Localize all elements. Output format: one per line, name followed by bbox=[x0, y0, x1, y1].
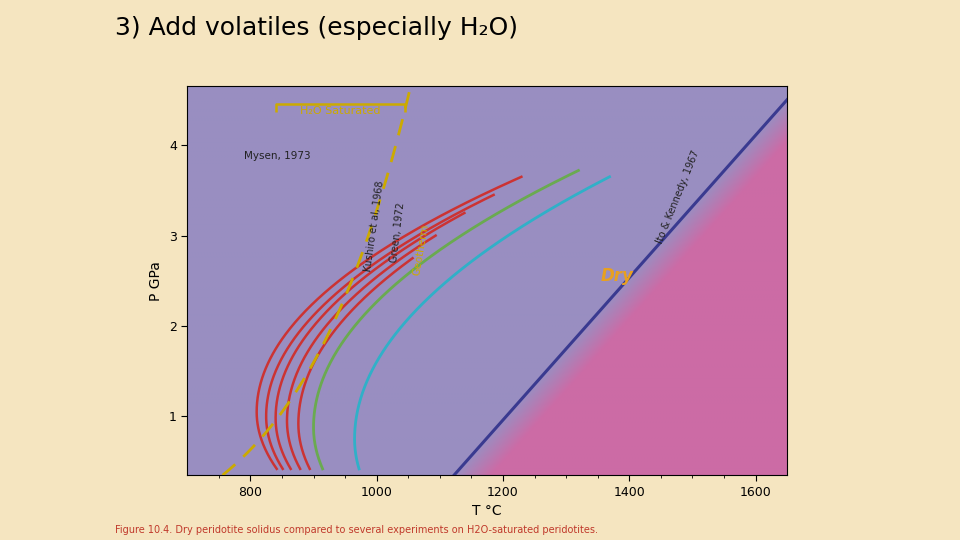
Y-axis label: P GPa: P GPa bbox=[150, 261, 163, 301]
Text: H₂O Saturated: H₂O Saturated bbox=[300, 106, 380, 116]
X-axis label: T °C: T °C bbox=[472, 504, 502, 518]
Text: Green, 1972: Green, 1972 bbox=[390, 201, 407, 263]
Text: 3) Add volatiles (especially H₂O): 3) Add volatiles (especially H₂O) bbox=[115, 16, 518, 40]
Text: Ito & Kennedy, 1967: Ito & Kennedy, 1967 bbox=[655, 148, 701, 245]
Text: Mysen, 1973: Mysen, 1973 bbox=[244, 151, 311, 161]
Text: Geotherm: Geotherm bbox=[412, 223, 430, 276]
Text: Kushiro et al, 1968: Kushiro et al, 1968 bbox=[363, 180, 385, 272]
Text: Figure 10.4. Dry peridotite solidus compared to several experiments on H2O-satur: Figure 10.4. Dry peridotite solidus comp… bbox=[115, 524, 598, 535]
Text: Dry: Dry bbox=[600, 267, 633, 285]
